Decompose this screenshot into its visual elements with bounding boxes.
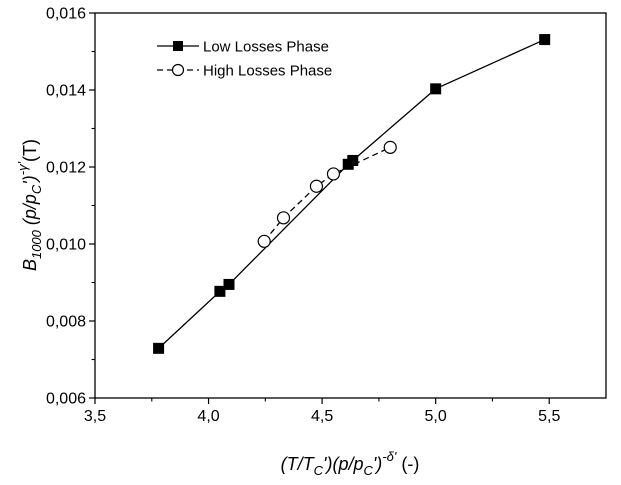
y-tick-label: 0,006 — [46, 391, 86, 408]
y-tick-label: 0,012 — [46, 160, 86, 177]
x-tick-label: 4,5 — [311, 408, 333, 425]
data-point-low — [430, 83, 442, 95]
data-point-low — [347, 154, 359, 166]
plot-frame — [94, 12, 607, 399]
legend-marker-high — [171, 63, 185, 77]
x-tick-label: 5,5 — [538, 408, 560, 425]
legend: Low Losses Phase High Losses Phase — [157, 39, 332, 80]
legend-marker-low — [173, 41, 183, 51]
data-point-low — [223, 278, 235, 290]
y-tick-label: 0,014 — [46, 83, 86, 100]
x-tick-label: 4,0 — [197, 408, 219, 425]
legend-label-low: Low Losses Phase — [203, 39, 329, 56]
data-point-low — [214, 285, 226, 297]
series-lines — [158, 38, 545, 349]
axis-tick-labels: 3,5 4,0 4,5 5,0 5,5 0,006 0,008 0,010 0,012 0,014… — [46, 6, 560, 426]
y-tick-label: 0,010 — [46, 237, 86, 254]
series-line-0 — [158, 38, 545, 349]
x-axis-label: (T/TC')(p/pC')-δ' (-) — [281, 449, 420, 478]
data-point-low — [153, 342, 165, 354]
axis-ticks — [89, 12, 550, 404]
data-point-high — [326, 167, 341, 181]
legend-label-high: High Losses Phase — [203, 63, 332, 80]
y-axis-label: B1000 (p/pC')-γ'(T) — [15, 139, 44, 271]
x-tick-label: 5,0 — [425, 408, 447, 425]
data-point-high — [309, 179, 324, 193]
data-point-low — [539, 34, 551, 46]
series-markers — [153, 34, 551, 354]
x-tick-label: 3,5 — [84, 408, 106, 425]
y-tick-label: 0,008 — [46, 314, 86, 331]
series-line-1 — [263, 146, 391, 242]
data-point-high — [276, 211, 291, 225]
y-tick-label: 0,016 — [46, 6, 86, 23]
data-point-high — [257, 234, 271, 248]
data-point-high — [383, 140, 397, 154]
